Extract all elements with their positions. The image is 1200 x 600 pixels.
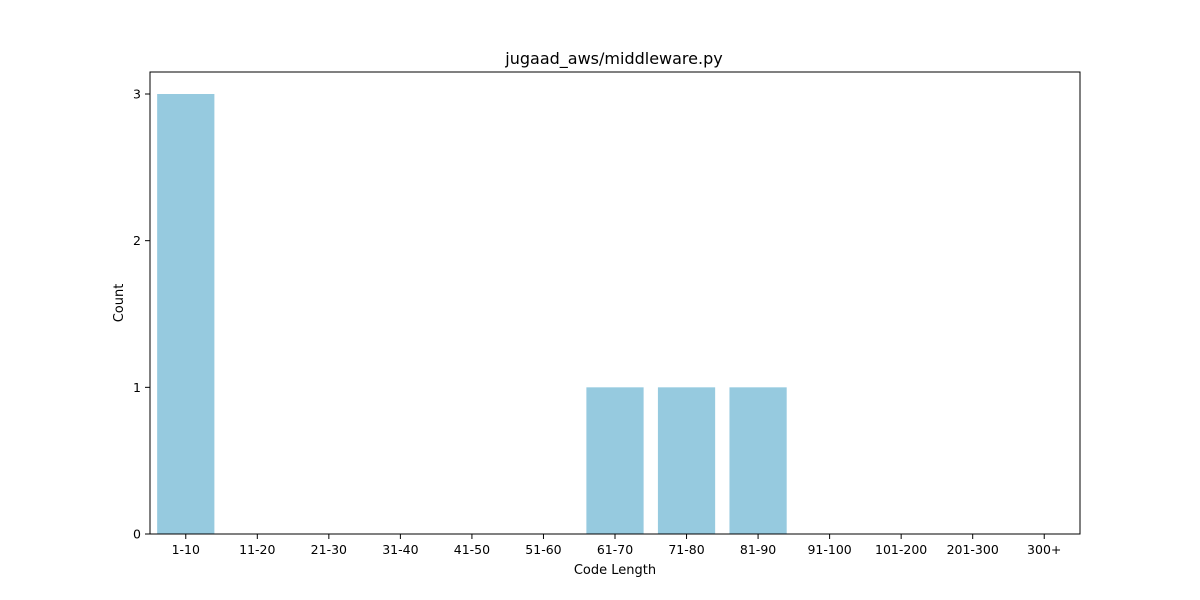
- y-axis-ticks: 0 1 2 3: [133, 87, 150, 542]
- x-tick-label: 31-40: [382, 542, 418, 557]
- x-tick-label: 1-10: [172, 542, 200, 557]
- chart-title: jugaad_aws/middleware.py: [504, 49, 722, 69]
- x-tick-label: 51-60: [525, 542, 561, 557]
- y-tick-label: 3: [133, 87, 141, 102]
- x-tick-label: 61-70: [597, 542, 633, 557]
- x-tick-label: 81-90: [740, 542, 776, 557]
- x-tick-label: 300+: [1027, 542, 1061, 557]
- bar-1-10: [157, 94, 215, 534]
- x-tick-label: 11-20: [239, 542, 275, 557]
- x-tick-label: 21-30: [311, 542, 347, 557]
- x-tick-label: 91-100: [807, 542, 851, 557]
- bar-71-80: [657, 387, 716, 534]
- y-tick-label: 0: [133, 527, 141, 542]
- y-tick-label: 2: [133, 233, 141, 248]
- y-axis-label: Count: [112, 284, 127, 323]
- x-tick-label: 201-300: [947, 542, 999, 557]
- bar-81-90: [729, 387, 787, 534]
- x-axis-label: Code Length: [574, 563, 656, 578]
- x-tick-label: 101-200: [875, 542, 927, 557]
- x-tick-label: 71-80: [668, 542, 704, 557]
- bars-layer: [157, 94, 787, 534]
- bar-61-70: [586, 387, 644, 534]
- x-tick-label: 41-50: [454, 542, 490, 557]
- y-tick-label: 1: [133, 380, 141, 395]
- x-axis-ticks: 1-10 11-20 21-30 31-40 41-50 51-60 61-70 71-80 8…: [172, 534, 1061, 557]
